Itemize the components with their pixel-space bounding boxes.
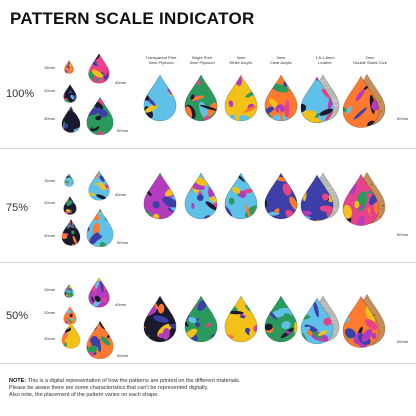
scale-label-100: 100% [6,88,35,100]
band-divider [0,148,416,149]
earring-material-sample [342,173,380,227]
earring-size-sample [63,196,77,215]
earring-material-sample [224,74,258,122]
material-header-bright-plywood: Bright Print 3mm Plywood [189,55,215,65]
size-label: 15mm [44,178,56,183]
earring-size-sample [61,106,81,133]
earring-material-sample [184,74,218,122]
earring-size-sample [63,306,77,325]
earring-material-sample [264,172,298,220]
size-label: 20mm [44,310,56,315]
earring-material-sample [264,295,298,343]
size-label: 20mm [44,88,56,93]
material-header-white-acrylic: 3mm White Acrylic [229,55,253,65]
size-label: 40mm [115,80,127,85]
earring-material-sample [342,75,380,129]
earring-material-sample [300,174,334,222]
size-label: 60mm [397,116,409,121]
page-title: PATTERN SCALE INDICATOR [10,9,255,28]
earring-material-sample [342,295,380,349]
size-label: 40mm [115,192,127,197]
earring-size-sample [88,170,110,201]
size-label: 30mm [44,336,56,341]
size-label: 60mm [397,232,409,237]
band-divider [0,262,416,263]
earring-size-sample [88,53,110,84]
earring-material-sample [184,295,218,343]
earring-size-sample [86,208,114,248]
earring-size-sample [88,277,110,308]
size-label: 15mm [44,287,56,292]
earring-size-sample [64,284,74,298]
earring-material-sample [184,172,218,220]
material-header-clear-acrylic: 3mm Clear Acrylic [269,55,293,65]
earring-material-sample [143,74,177,122]
band-divider [0,363,416,364]
size-label: 50mm [117,128,129,133]
material-header-leather: 1.6-1.8mm Leather [315,55,335,65]
earring-material-sample [300,297,334,345]
scale-label-75: 75% [6,202,29,214]
material-header-transparent-plywood: Transparent Print 3mm Plywood [145,55,177,65]
earring-size-sample [86,96,114,136]
size-label: 30mm [44,116,56,121]
earring-size-sample [64,173,74,187]
earring-material-sample [224,295,258,343]
footer-note: NOTE: This is a digital representation o… [9,378,241,398]
scale-label-50: 50% [6,310,29,322]
earring-material-sample [143,172,177,220]
size-label: 20mm [44,200,56,205]
earring-size-sample [63,84,77,103]
size-label: 15mm [44,65,56,70]
size-label: 50mm [117,353,129,358]
earring-size-sample [61,219,81,246]
earring-size-sample [64,60,74,74]
earring-material-sample [224,172,258,220]
earring-material-sample [143,295,177,343]
earring-material-sample [300,76,334,124]
size-label: 40mm [115,302,127,307]
size-label: 50mm [117,240,129,245]
earring-size-sample [61,322,81,349]
size-label: 30mm [44,233,56,238]
size-label: 60mm [397,339,409,344]
material-header-cork: 2mm Double Sided Cork [353,55,387,65]
earring-material-sample [264,74,298,122]
earring-size-sample [86,320,114,360]
